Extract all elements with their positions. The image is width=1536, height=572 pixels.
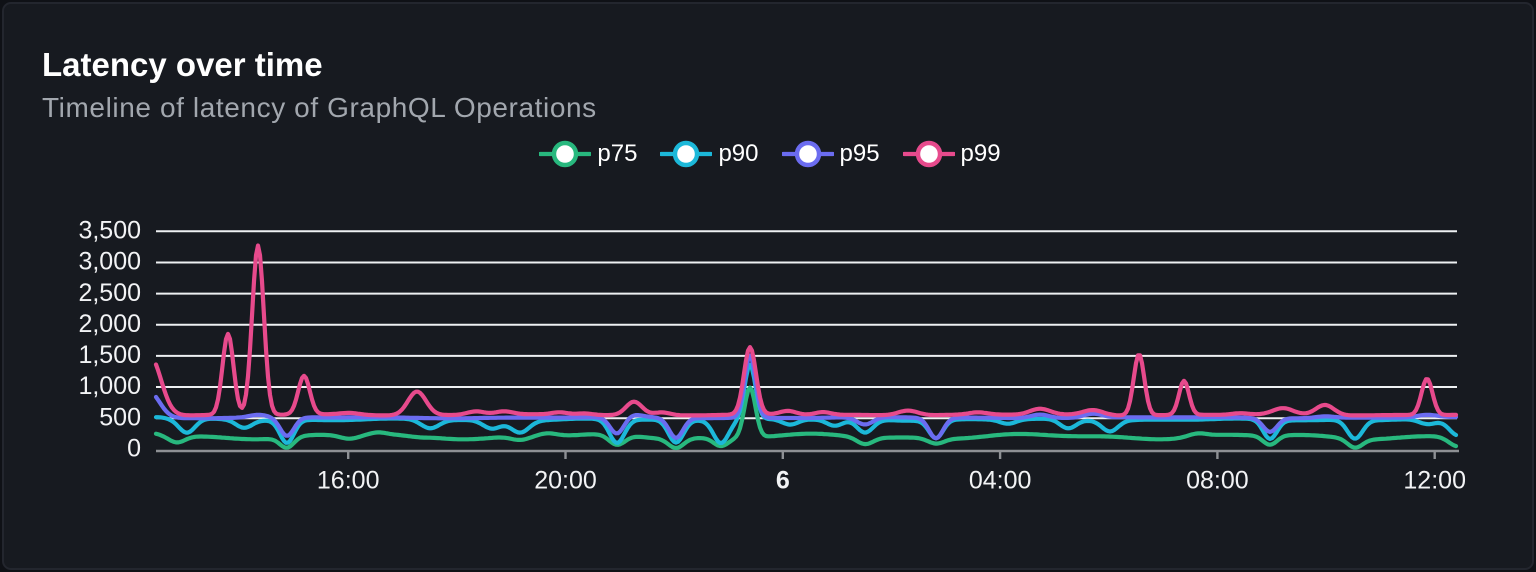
svg-text:20:00: 20:00: [534, 466, 597, 494]
svg-text:1,500: 1,500: [78, 341, 141, 369]
svg-text:6: 6: [776, 466, 790, 494]
svg-text:2,500: 2,500: [78, 279, 141, 307]
svg-text:500: 500: [99, 403, 141, 431]
svg-text:12:00: 12:00: [1403, 466, 1466, 494]
svg-text:3,500: 3,500: [78, 217, 141, 245]
svg-text:16:00: 16:00: [317, 466, 380, 494]
svg-text:0: 0: [127, 435, 141, 463]
svg-text:2,000: 2,000: [78, 310, 141, 338]
svg-text:04:00: 04:00: [969, 466, 1032, 494]
svg-text:1,000: 1,000: [78, 372, 141, 400]
svg-text:3,000: 3,000: [78, 248, 141, 276]
svg-text:08:00: 08:00: [1186, 466, 1249, 494]
